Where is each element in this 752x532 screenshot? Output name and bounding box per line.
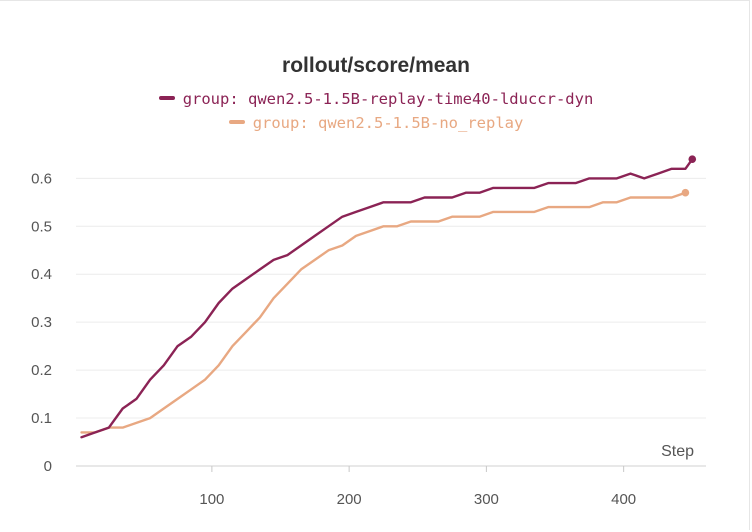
y-tick-label: 0.4 [31,266,52,283]
x-tick-label: 100 [199,491,224,508]
legend-label-no-replay: group: qwen2.5-1.5B-no_replay [252,114,524,132]
legend-swatch-replay [158,95,175,100]
y-tick-label: 0.1 [31,410,52,427]
y-tick-label: 0.5 [31,218,52,235]
legend-item-replay[interactable]: group: qwen2.5-1.5B-replay-time40-lduccr… [0,90,752,108]
x-axis-label: Step [661,443,694,460]
y-tick-label: 0.2 [31,362,52,379]
series-line-replay [80,157,694,439]
series-lines [80,155,697,439]
legend-label-replay: group: qwen2.5-1.5B-replay-time40-lduccr… [182,90,594,108]
y-tick-label: 0 [44,458,52,475]
grid [76,177,706,419]
x-tick-label: 300 [474,491,499,508]
series-end-point-replay [688,155,697,163]
y-tick-label: 0.3 [31,314,52,331]
legend-item-no-replay[interactable]: group: qwen2.5-1.5B-no_replay [0,114,752,132]
series-line-no-replay [80,191,687,434]
x-tick-label: 400 [611,491,636,508]
legend-swatch-no-replay [228,119,245,124]
series-end-point-no-replay [681,188,690,197]
axes: 0 0.1 0.2 0.3 0.4 0.5 0.6 100 200 300 400 Step [31,170,706,508]
chart-title: rollout/score/mean [282,54,470,77]
y-tick-label: 0.6 [31,170,52,187]
x-tick-label: 200 [337,491,362,508]
